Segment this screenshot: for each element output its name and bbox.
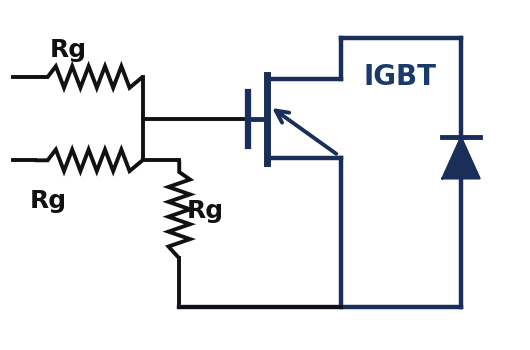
- Text: IGBT: IGBT: [363, 63, 436, 91]
- Text: Rg: Rg: [49, 38, 86, 62]
- Polygon shape: [443, 137, 480, 178]
- Text: Rg: Rg: [187, 199, 224, 223]
- Text: Rg: Rg: [30, 189, 67, 213]
